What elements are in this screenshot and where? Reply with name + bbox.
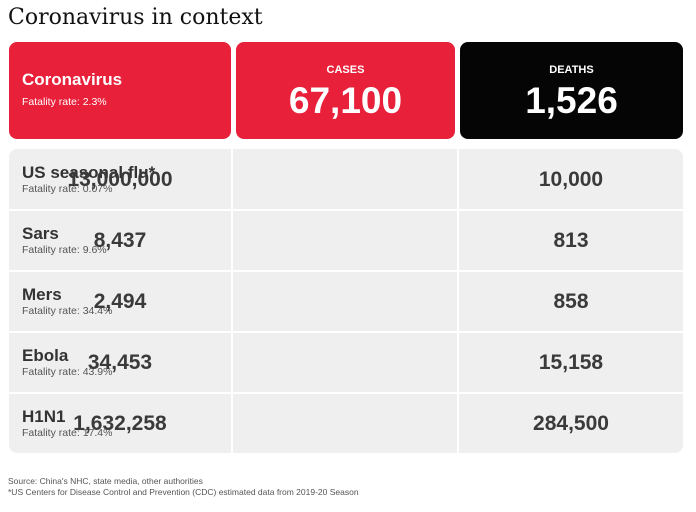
disease-name: Ebola: [22, 346, 69, 365]
deaths-value: 10,000: [538, 168, 604, 191]
coronavirus-fatality: Fatality rate: 2.3%: [22, 96, 107, 108]
row-divider: [9, 270, 683, 272]
coronavirus-cases: 67,100: [288, 80, 403, 121]
row-divider: [9, 392, 683, 394]
comparison-table: US seasonal flu* Fatality rate: 0.07% 13…: [9, 149, 683, 453]
row-divider: [9, 331, 683, 333]
cdc-footnote: *US Centers for Disease Control and Prev…: [8, 487, 359, 497]
disease-fatality: Fatality rate: 0.07%: [22, 183, 113, 195]
coronavirus-deaths-card: DEATHS 1,526: [460, 42, 683, 139]
deaths-value: 813: [553, 229, 589, 252]
source-note: Source: China's NHC, state media, other …: [8, 476, 203, 486]
column-divider-1: [231, 149, 233, 453]
cases-value: 34,453: [87, 351, 153, 374]
disease-fatality: Fatality rate: 17.4%: [22, 427, 113, 439]
disease-fatality: Fatality rate: 34.4%: [22, 305, 113, 317]
disease-name: US seasonal flu*: [22, 163, 156, 182]
coronavirus-name: Coronavirus: [22, 70, 123, 89]
disease-fatality: Fatality rate: 9.6%: [22, 244, 107, 256]
cases-value: 1,632,258: [73, 412, 167, 435]
chart-title: Coronavirus in context: [8, 5, 263, 30]
disease-name: Mers: [22, 285, 62, 304]
cases-value: 13,000,000: [67, 168, 173, 191]
cases-column-label: CASES: [326, 64, 365, 76]
deaths-value: 284,500: [533, 412, 609, 435]
coronavirus-deaths: 1,526: [525, 80, 618, 121]
cases-value: 8,437: [93, 229, 147, 252]
disease-fatality: Fatality rate: 43.9%: [22, 366, 113, 378]
disease-name: Sars: [22, 224, 59, 243]
row-divider: [9, 209, 683, 211]
disease-name: H1N1: [22, 407, 66, 426]
coronavirus-name-card: Coronavirus Fatality rate: 2.3%: [9, 42, 231, 139]
deaths-value: 15,158: [538, 351, 604, 374]
coronavirus-cases-card: CASES 67,100: [236, 42, 455, 139]
column-divider-2: [457, 149, 459, 453]
cases-value: 2,494: [93, 290, 147, 313]
deaths-value: 858: [553, 290, 589, 313]
deaths-column-label: DEATHS: [549, 64, 594, 76]
